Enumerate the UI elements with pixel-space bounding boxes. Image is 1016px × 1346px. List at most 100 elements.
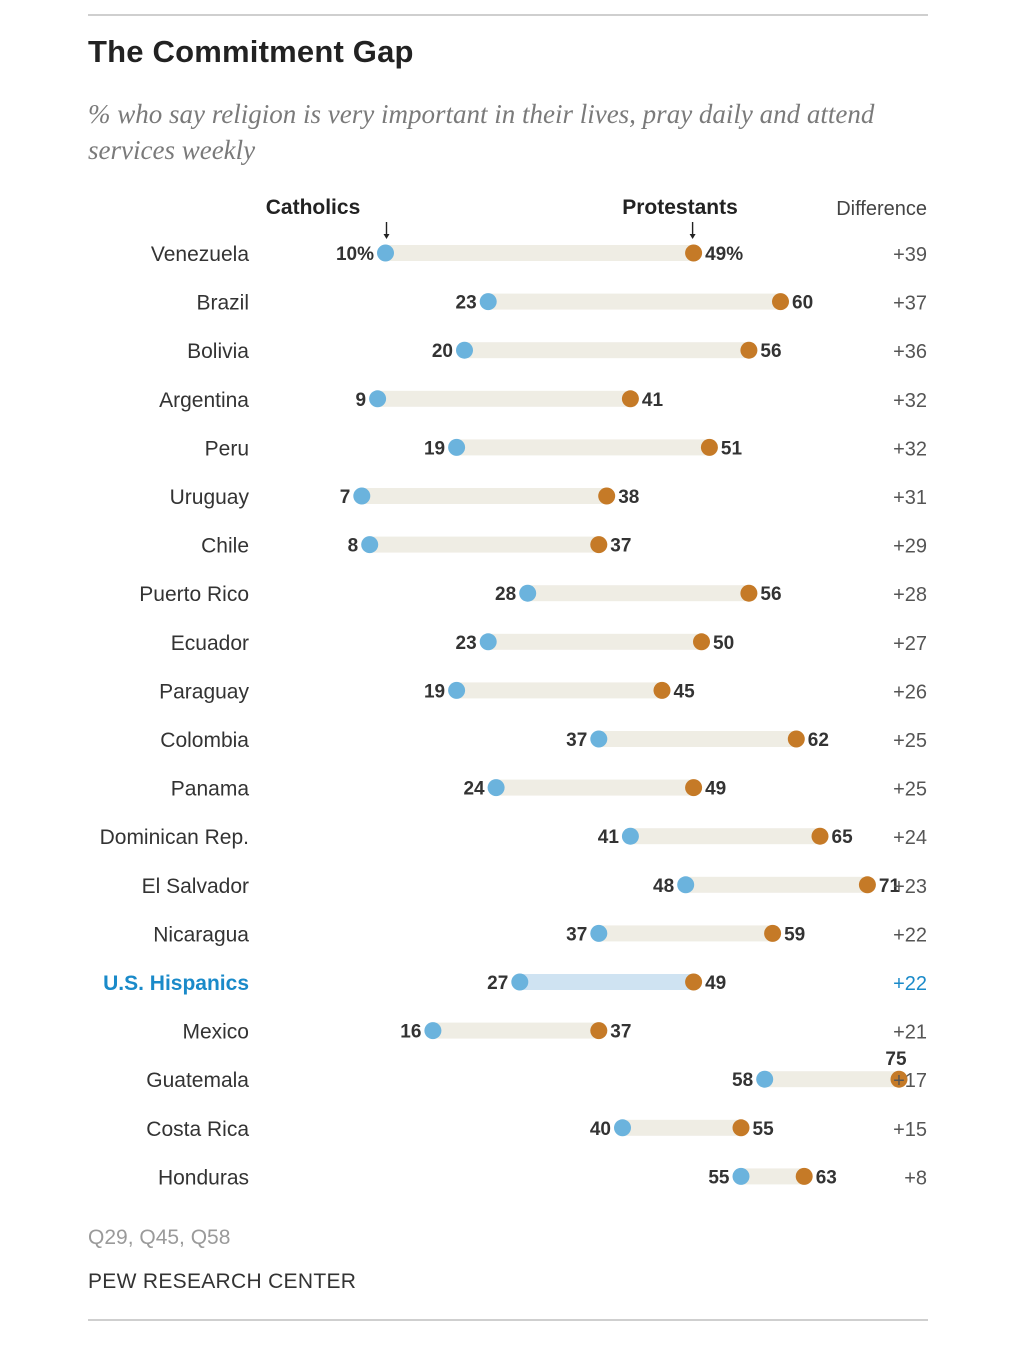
catholic-value-label: 58 xyxy=(732,1070,753,1091)
bottom-rule xyxy=(88,1319,928,1321)
country-label: Chile xyxy=(201,535,249,558)
catholic-dot xyxy=(677,876,695,894)
difference-value: +29 xyxy=(893,536,927,558)
range-bar xyxy=(685,876,868,893)
country-label: Brazil xyxy=(196,292,249,315)
catholic-value-label: 8 xyxy=(348,536,359,557)
protestants-header: Protestants xyxy=(622,196,738,219)
country-label: El Salvador xyxy=(142,875,249,898)
difference-value: +39 xyxy=(893,244,927,266)
range-bar xyxy=(456,439,710,456)
catholics-pointer-arrow xyxy=(383,234,390,239)
difference-value: +31 xyxy=(893,487,927,509)
country-label: Costa Rica xyxy=(146,1118,249,1141)
protestant-dot xyxy=(890,1070,908,1088)
country-label: Paraguay xyxy=(159,680,249,703)
catholic-value-label: 7 xyxy=(340,487,351,508)
catholic-value-label: 55 xyxy=(708,1167,730,1188)
catholic-value-label: 9 xyxy=(356,390,367,411)
difference-value: +25 xyxy=(893,730,927,752)
protestant-value-label: 59 xyxy=(784,924,805,945)
range-bar xyxy=(464,342,749,359)
catholic-value-label: 24 xyxy=(463,779,485,800)
catholic-dot xyxy=(590,924,608,942)
protestant-value-label: 49 xyxy=(705,973,726,994)
protestant-dot xyxy=(811,827,829,845)
catholic-dot xyxy=(487,779,505,797)
country-label: Argentina xyxy=(159,389,249,412)
catholic-value-label: 16 xyxy=(400,1022,421,1043)
protestant-dot xyxy=(740,584,758,602)
difference-value: +27 xyxy=(893,633,927,655)
range-bar xyxy=(361,488,607,504)
catholic-dot xyxy=(479,293,497,311)
catholic-dot xyxy=(519,584,537,602)
country-label: Mexico xyxy=(182,1021,249,1044)
protestant-dot xyxy=(685,244,703,262)
catholic-value-label: 19 xyxy=(424,681,445,702)
country-label: Panama xyxy=(171,778,250,801)
catholic-value-label: 27 xyxy=(487,973,508,994)
difference-value: +36 xyxy=(893,341,927,363)
catholic-value-label: 19 xyxy=(424,438,445,459)
country-label: Dominican Rep. xyxy=(100,826,249,849)
catholics-header: Catholics xyxy=(266,196,361,219)
protestant-dot xyxy=(700,438,718,456)
range-bar xyxy=(630,828,820,845)
catholic-value-label: 23 xyxy=(456,633,477,654)
protestant-dot xyxy=(795,1167,813,1185)
protestant-dot xyxy=(598,487,616,505)
catholic-value-label: 40 xyxy=(590,1119,611,1140)
catholic-value-label: 48 xyxy=(653,876,674,897)
catholic-dot xyxy=(361,536,379,554)
country-label: U.S. Hispanics xyxy=(103,972,249,995)
catholic-value-label: 41 xyxy=(598,827,620,848)
difference-value: +37 xyxy=(893,293,927,315)
protestant-value-label: 75 xyxy=(885,1049,907,1070)
catholic-dot xyxy=(479,633,497,651)
difference-value: +23 xyxy=(893,876,927,898)
protestant-value-label: 38 xyxy=(618,487,639,508)
protestants-pointer-arrow xyxy=(689,234,696,239)
difference-value: +25 xyxy=(893,779,927,801)
protestant-value-label: 60 xyxy=(792,293,813,314)
difference-value: +28 xyxy=(893,584,927,606)
range-bar xyxy=(456,682,662,699)
difference-value: +22 xyxy=(893,973,927,995)
chart-subtitle: % who say religion is very important in … xyxy=(88,99,875,165)
country-label: Peru xyxy=(205,437,249,460)
difference-value: +24 xyxy=(893,827,927,849)
difference-header: Difference xyxy=(836,198,927,220)
protestant-value-label: 65 xyxy=(832,827,854,848)
protestant-value-label: 37 xyxy=(610,1022,631,1043)
catholic-dot xyxy=(448,681,466,699)
range-bar xyxy=(519,974,694,990)
country-label: Guatemala xyxy=(146,1069,249,1092)
organization-credit: PEW RESEARCH CENTER xyxy=(88,1270,357,1293)
range-bar xyxy=(741,1168,805,1185)
difference-value: +17 xyxy=(893,1070,927,1092)
range-bar xyxy=(385,245,694,261)
catholic-dot xyxy=(621,827,639,845)
catholic-dot xyxy=(614,1119,631,1137)
catholic-value-label: 20 xyxy=(432,341,453,362)
protestant-value-label: 50 xyxy=(713,633,734,654)
protestant-dot xyxy=(764,924,782,942)
protestant-dot xyxy=(621,390,639,408)
protestant-dot xyxy=(653,681,671,699)
catholic-dot xyxy=(353,487,371,505)
difference-value: +32 xyxy=(893,438,927,460)
range-bar xyxy=(496,779,694,796)
catholic-dot xyxy=(511,973,529,991)
catholic-dot xyxy=(756,1070,774,1088)
protestant-value-label: 49% xyxy=(705,244,743,265)
range-bar xyxy=(369,536,599,553)
protestant-value-label: 49 xyxy=(705,779,726,800)
range-bar xyxy=(764,1071,899,1088)
protestant-value-label: 71 xyxy=(879,876,901,897)
protestant-value-label: 56 xyxy=(760,341,781,362)
catholic-dot xyxy=(369,390,387,408)
catholic-value-label: 28 xyxy=(495,584,516,605)
catholic-value-label: 23 xyxy=(456,293,477,314)
